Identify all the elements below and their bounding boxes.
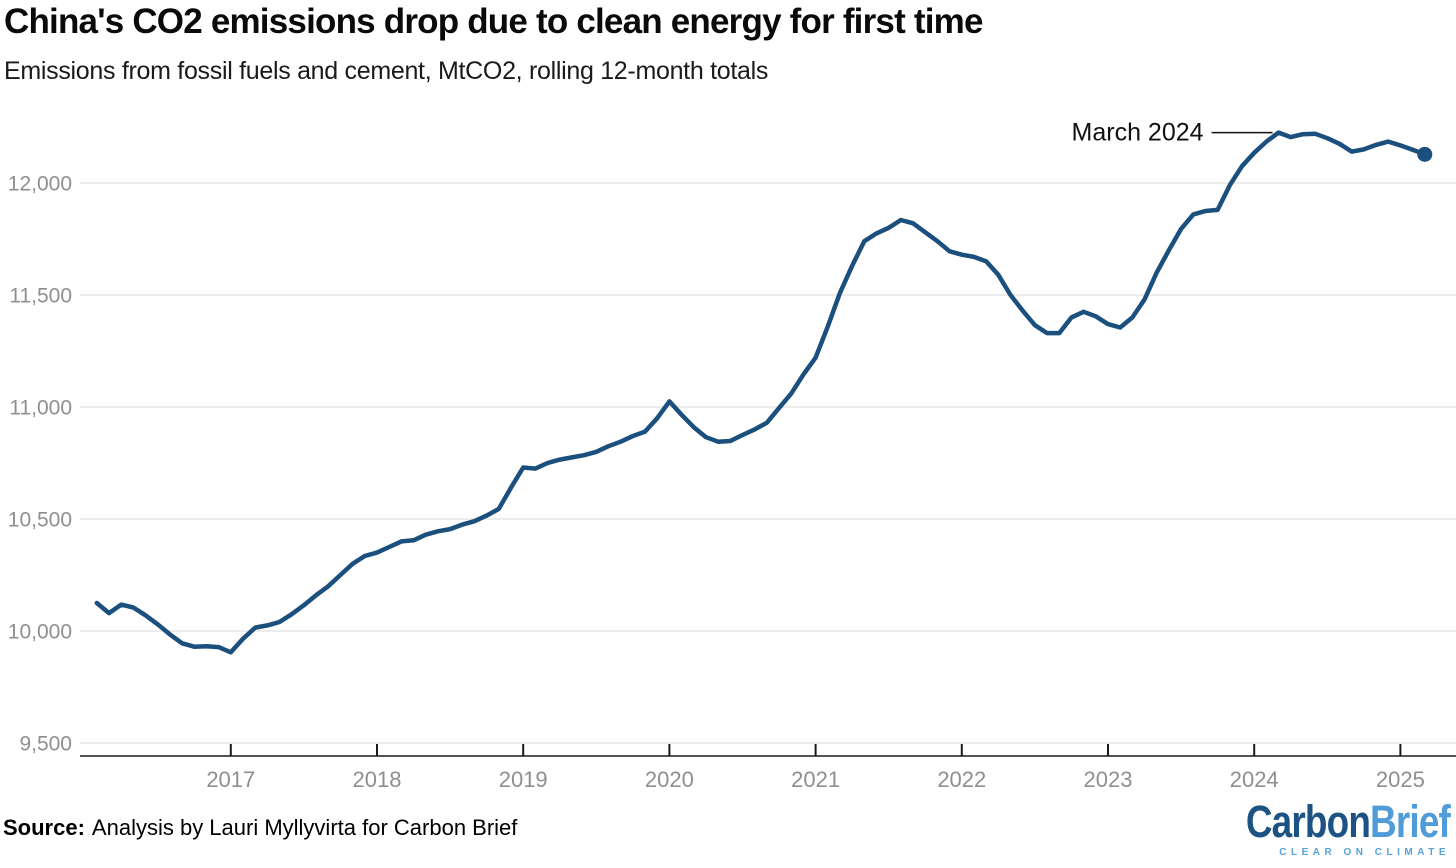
- x-axis-tick-label: 2020: [645, 767, 694, 792]
- x-axis-tick-label: 2022: [937, 767, 986, 792]
- logo-brief-text: Brief: [1370, 796, 1451, 847]
- y-axis-tick-label: 10,000: [8, 621, 72, 644]
- carbonbrief-logo: CarbonBrief CLEAR ON CLIMATE: [1201, 796, 1451, 858]
- x-axis-tick-label: 2018: [353, 767, 402, 792]
- y-axis-tick-label: 11,500: [9, 285, 72, 308]
- emissions-line: [94, 130, 1428, 655]
- logo-tagline: CLEAR ON CLIMATE: [1279, 847, 1450, 858]
- chart-title: China's CO2 emissions drop due to clean …: [4, 2, 983, 41]
- chart-subtitle: Emissions from fossil fuels and cement, …: [4, 57, 769, 85]
- y-axis-tick-label: 12,000: [8, 173, 72, 196]
- y-axis-tick-label: 9,500: [19, 733, 72, 756]
- x-axis-tick-label: 2025: [1376, 767, 1425, 792]
- y-axis-tick-label: 11,000: [9, 397, 72, 420]
- y-axis-tick-label: 10,500: [8, 509, 72, 532]
- source-text: Analysis by Lauri Myllyvirta for Carbon …: [91, 815, 518, 840]
- annotation-label: March 2024: [1072, 119, 1204, 147]
- latest-point-dot: [1417, 146, 1433, 162]
- carbonbrief-wordmark: CarbonBrief: [1245, 796, 1451, 847]
- x-axis-tick-label: 2019: [499, 767, 548, 792]
- logo-carbon-text: Carbon: [1245, 796, 1371, 847]
- source-label: Source:: [3, 815, 85, 840]
- x-axis-tick-label: 2023: [1084, 767, 1133, 792]
- emissions-line-chart: 9,500 10,000 10,500 11,000 11,500 12,000 2017 2…: [8, 119, 1456, 792]
- x-axis-tick-label: 2024: [1230, 767, 1279, 792]
- x-axis-tick-label: 2021: [791, 767, 840, 792]
- x-axis-tick-label: 2017: [206, 767, 255, 792]
- source-note: Source: Analysis by Lauri Myllyvirta for …: [3, 815, 517, 841]
